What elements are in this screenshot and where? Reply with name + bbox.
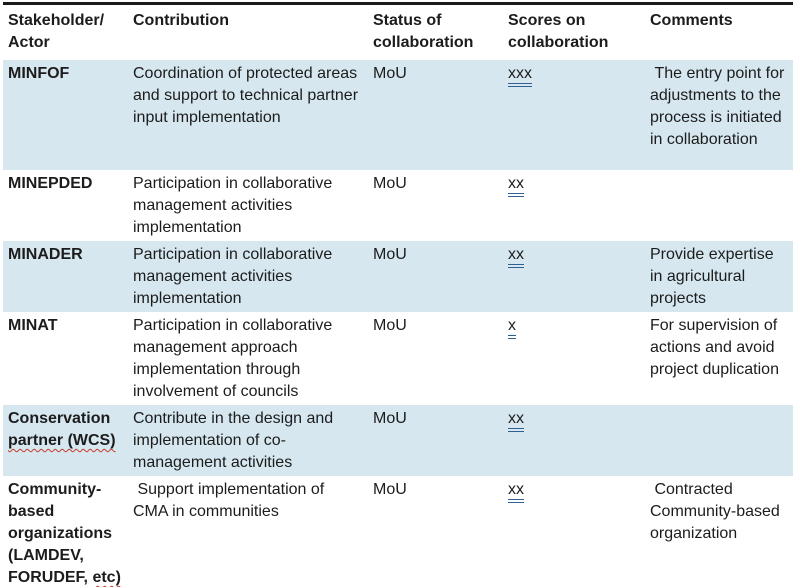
score-mark: xx — [508, 174, 524, 197]
score-cell: x — [503, 312, 645, 405]
status-cell: MoU — [373, 481, 407, 498]
stakeholder-name-spellcheck-flagged: etc) — [92, 569, 121, 586]
status-cell: MoU — [368, 56, 503, 170]
stakeholder-name: Conservation — [8, 410, 115, 427]
stakeholder-cell: MINEPDED — [3, 170, 128, 241]
comments-cell: Contracted Community-based organization — [650, 481, 785, 542]
stakeholder-cell: MINAT — [3, 312, 128, 405]
header-scores-on-collaboration: Scores on collaboration — [503, 3, 645, 59]
score-mark: xx — [508, 480, 524, 503]
score-cell: xx — [503, 405, 645, 476]
table-row-minepded: MINEPDED Participation in collaborative … — [3, 170, 793, 241]
header-stakeholder-actor: Stakeholder/ Actor — [3, 3, 128, 59]
stakeholder-name: Community-based organizations (LAMDEV, F… — [8, 481, 117, 586]
header-status-of-collaboration: Status of collaboration — [368, 3, 503, 59]
contribution-cell: Participation in collaborative managemen… — [133, 317, 337, 400]
contribution-cell: Support implementation of CMA in communi… — [133, 481, 329, 520]
stakeholder-name: MINFOF — [8, 65, 70, 82]
score-cell: xx — [503, 241, 645, 312]
score-cell: xx — [503, 476, 645, 587]
status-cell: MoU — [373, 317, 407, 334]
comments-cell — [645, 170, 793, 241]
stakeholder-name: MINADER — [8, 246, 83, 263]
score-mark: xx — [508, 409, 524, 432]
table-body: MINFOF Coordination of protected areas a… — [3, 56, 793, 587]
score-cell: xx — [503, 170, 645, 241]
stakeholder-collaboration-table: Stakeholder/ Actor Contribution Status o… — [3, 2, 793, 587]
contribution-cell: Coordination of protected areas and supp… — [128, 56, 368, 170]
contribution-cell: Participation in collaborative managemen… — [133, 175, 337, 236]
table-row-community-based-organizations: Community-based organizations (LAMDEV, F… — [3, 476, 793, 587]
header-row: Stakeholder/ Actor Contribution Status o… — [3, 3, 793, 59]
status-cell: MoU — [368, 405, 503, 476]
stakeholder-name: MINEPDED — [8, 175, 93, 192]
stakeholder-name-spellcheck-flagged: partner (WCS) — [8, 432, 116, 449]
comments-cell: For supervision of actions and avoid pro… — [650, 317, 782, 378]
score-cell: xxx — [503, 56, 645, 170]
contribution-cell: Contribute in the design and implementat… — [128, 405, 368, 476]
table-row-minat: MINAT Participation in collaborative man… — [3, 312, 793, 405]
comments-cell — [645, 405, 793, 476]
status-cell: MoU — [373, 175, 407, 192]
comments-cell: Provide expertise in agricultural projec… — [645, 241, 793, 312]
table-header: Stakeholder/ Actor Contribution Status o… — [3, 3, 793, 59]
stakeholder-cell: MINFOF — [3, 56, 128, 170]
header-contribution: Contribution — [128, 3, 368, 59]
stakeholder-cell: MINADER — [3, 241, 128, 312]
table-row-conservation-partner-wcs: Conservation partner (WCS) Contribute in… — [3, 405, 793, 476]
table-row-minader: MINADER Participation in collaborative m… — [3, 241, 793, 312]
comments-cell: The entry point for adjustments to the p… — [645, 56, 793, 170]
table-row-minfof: MINFOF Coordination of protected areas a… — [3, 56, 793, 170]
stakeholder-name: MINAT — [8, 317, 58, 334]
stakeholder-cell: Conservation partner (WCS) — [3, 405, 128, 476]
score-mark: x — [508, 316, 516, 339]
header-comments: Comments — [645, 3, 793, 59]
score-mark: xxx — [508, 64, 532, 87]
stakeholder-cell: Community-based organizations (LAMDEV, F… — [3, 476, 128, 587]
score-mark: xx — [508, 245, 524, 268]
contribution-cell: Participation in collaborative managemen… — [128, 241, 368, 312]
status-cell: MoU — [368, 241, 503, 312]
